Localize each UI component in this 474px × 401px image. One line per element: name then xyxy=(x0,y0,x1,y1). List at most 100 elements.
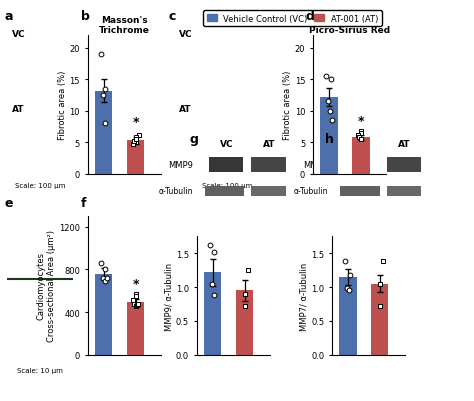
Text: AT: AT xyxy=(12,286,24,294)
Text: Scale: 100 μm: Scale: 100 μm xyxy=(15,182,65,188)
Point xyxy=(101,267,109,273)
Point xyxy=(134,301,141,307)
Point xyxy=(379,258,387,265)
Point xyxy=(132,135,140,141)
Y-axis label: Cardiomyocytes
Cross-sectional Area (μm²): Cardiomyocytes Cross-sectional Area (μm²… xyxy=(37,230,56,342)
Point xyxy=(132,137,139,143)
Bar xyxy=(339,277,356,355)
Bar xyxy=(205,186,245,196)
Text: VC: VC xyxy=(12,30,26,39)
Point xyxy=(97,260,105,267)
Y-axis label: Fibrotic area (%): Fibrotic area (%) xyxy=(58,71,67,140)
Point xyxy=(132,291,140,298)
Text: AT: AT xyxy=(12,104,24,113)
Point xyxy=(357,128,365,135)
Y-axis label: MMP7/ α-Tubulin: MMP7/ α-Tubulin xyxy=(299,262,308,330)
Point xyxy=(346,272,353,278)
Point xyxy=(325,99,332,105)
Title: Masson's
Trichrome: Masson's Trichrome xyxy=(99,16,150,35)
Bar xyxy=(204,272,221,355)
Point xyxy=(376,303,383,310)
Text: e: e xyxy=(5,196,13,209)
Bar xyxy=(127,141,145,174)
Bar xyxy=(95,91,112,174)
Point xyxy=(100,93,107,99)
Point xyxy=(322,74,330,80)
Point xyxy=(354,132,362,139)
Point xyxy=(327,108,334,115)
Point xyxy=(103,275,110,282)
Point xyxy=(356,135,363,141)
Text: *: * xyxy=(357,114,364,127)
Bar xyxy=(340,186,380,196)
Point xyxy=(135,132,143,139)
Bar xyxy=(371,284,389,355)
Point xyxy=(101,121,109,128)
Point xyxy=(357,137,365,143)
Point xyxy=(206,242,214,249)
Point xyxy=(129,298,137,304)
Point xyxy=(130,138,138,145)
Point xyxy=(132,293,139,300)
Point xyxy=(328,118,336,124)
Point xyxy=(210,249,218,255)
Text: α-Tubulin: α-Tubulin xyxy=(158,187,193,196)
Text: MMP7: MMP7 xyxy=(303,160,328,169)
Text: Scale: 100 μm: Scale: 100 μm xyxy=(202,182,253,188)
Text: AT: AT xyxy=(398,140,410,149)
Text: d: d xyxy=(306,10,315,23)
Text: c: c xyxy=(168,10,176,23)
Bar xyxy=(251,186,286,196)
Point xyxy=(376,281,384,287)
Text: b: b xyxy=(81,10,90,23)
Text: a: a xyxy=(5,10,13,23)
Point xyxy=(209,281,216,287)
Bar xyxy=(344,157,379,172)
Bar xyxy=(352,138,370,174)
Text: VC: VC xyxy=(179,30,192,39)
Point xyxy=(133,302,141,308)
Point xyxy=(241,303,248,310)
Text: f: f xyxy=(81,196,86,209)
Point xyxy=(327,77,334,83)
Point xyxy=(130,301,138,307)
Title: Picro-Sirius Red: Picro-Sirius Red xyxy=(309,26,390,35)
Point xyxy=(244,267,252,273)
Point xyxy=(101,86,109,93)
Point xyxy=(210,292,218,299)
Text: VC: VC xyxy=(220,140,233,149)
Bar xyxy=(209,157,244,172)
Legend: Vehicle Control (VC), AT-001 (AT): Vehicle Control (VC), AT-001 (AT) xyxy=(203,11,382,27)
Text: AT: AT xyxy=(179,104,191,113)
Text: g: g xyxy=(190,132,199,145)
Point xyxy=(341,258,349,265)
Bar xyxy=(320,98,337,174)
Text: VC: VC xyxy=(355,140,368,149)
Point xyxy=(129,141,137,148)
Text: *: * xyxy=(132,116,139,129)
Point xyxy=(132,140,139,146)
Point xyxy=(101,278,109,285)
Y-axis label: Fibrotic area (%): Fibrotic area (%) xyxy=(283,71,292,140)
Point xyxy=(346,288,353,294)
Point xyxy=(132,303,139,309)
Bar xyxy=(127,303,145,355)
Text: Scale: 10 μm: Scale: 10 μm xyxy=(18,368,63,373)
Point xyxy=(344,286,351,292)
Bar xyxy=(386,157,421,172)
Text: *: * xyxy=(132,277,139,290)
Point xyxy=(97,52,105,58)
Point xyxy=(241,291,249,297)
Bar xyxy=(251,157,286,172)
Point xyxy=(357,130,365,137)
Text: AT: AT xyxy=(263,140,275,149)
Text: α-Tubulin: α-Tubulin xyxy=(293,187,328,196)
Text: h: h xyxy=(325,132,334,145)
Y-axis label: MMP9/ α-Tubulin: MMP9/ α-Tubulin xyxy=(164,262,173,330)
Bar xyxy=(386,186,421,196)
Text: VC: VC xyxy=(12,207,26,216)
Bar xyxy=(95,274,112,355)
Text: MMP9: MMP9 xyxy=(168,160,193,169)
Bar xyxy=(236,291,254,355)
Point xyxy=(100,275,107,282)
